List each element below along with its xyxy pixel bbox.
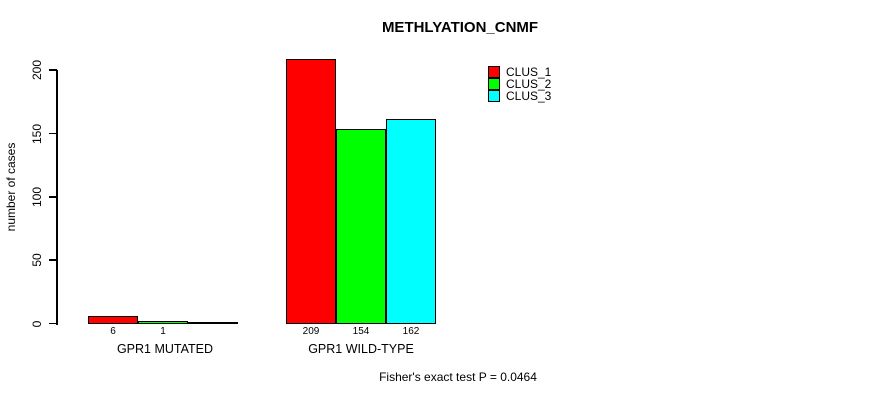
legend-item-clus-2: CLUS_2 <box>488 78 551 90</box>
bar-clus-1-gpr1-wild-type <box>286 58 336 324</box>
y-tick <box>48 259 57 261</box>
y-axis-line <box>56 69 58 325</box>
x-category-label-gpr1-mutated: GPR1 MUTATED <box>116 342 214 356</box>
legend-label: CLUS_1 <box>506 65 552 79</box>
legend-item-clus-1: CLUS_1 <box>488 66 551 78</box>
y-axis-label: number of cases <box>4 142 18 232</box>
bar-value-label: 154 <box>352 326 370 337</box>
y-tick <box>48 69 57 71</box>
bar-value-label: 1 <box>160 326 166 337</box>
y-tick <box>48 132 57 135</box>
y-tick-label: 0 <box>30 320 44 327</box>
y-tick-label: 150 <box>30 123 44 144</box>
legend-item-clus-3: CLUS_3 <box>488 90 551 102</box>
bar-clus-3-gpr1-mutated <box>188 321 238 324</box>
bar-clus-2-gpr1-wild-type <box>336 128 386 324</box>
bar-value-label: 6 <box>110 326 116 337</box>
legend: CLUS_1 CLUS_2 CLUS_3 <box>488 66 551 102</box>
legend-label: CLUS_3 <box>506 89 552 103</box>
y-tick <box>48 196 57 198</box>
bar-value-label: 209 <box>302 326 320 337</box>
legend-swatch-clus-2 <box>488 78 500 90</box>
annotation-text: Fisher's exact test P = 0.0464 <box>379 370 537 384</box>
bar-clus-2-gpr1-mutated <box>138 320 188 324</box>
bar-value-label: 162 <box>402 326 420 337</box>
y-tick-label: 50 <box>30 253 44 267</box>
y-tick-label: 200 <box>30 60 44 81</box>
bar-clus-1-gpr1-mutated <box>88 315 138 324</box>
x-category-label-gpr1-wild-type: GPR1 WILD-TYPE <box>308 342 414 356</box>
y-tick-label: 100 <box>30 186 44 207</box>
chart-title: METHLYATION_CNMF <box>381 19 539 36</box>
legend-swatch-clus-1 <box>488 66 500 78</box>
legend-label: CLUS_2 <box>506 77 552 91</box>
bar-clus-3-gpr1-wild-type <box>386 118 436 324</box>
y-tick <box>48 322 57 325</box>
legend-swatch-clus-3 <box>488 90 500 102</box>
